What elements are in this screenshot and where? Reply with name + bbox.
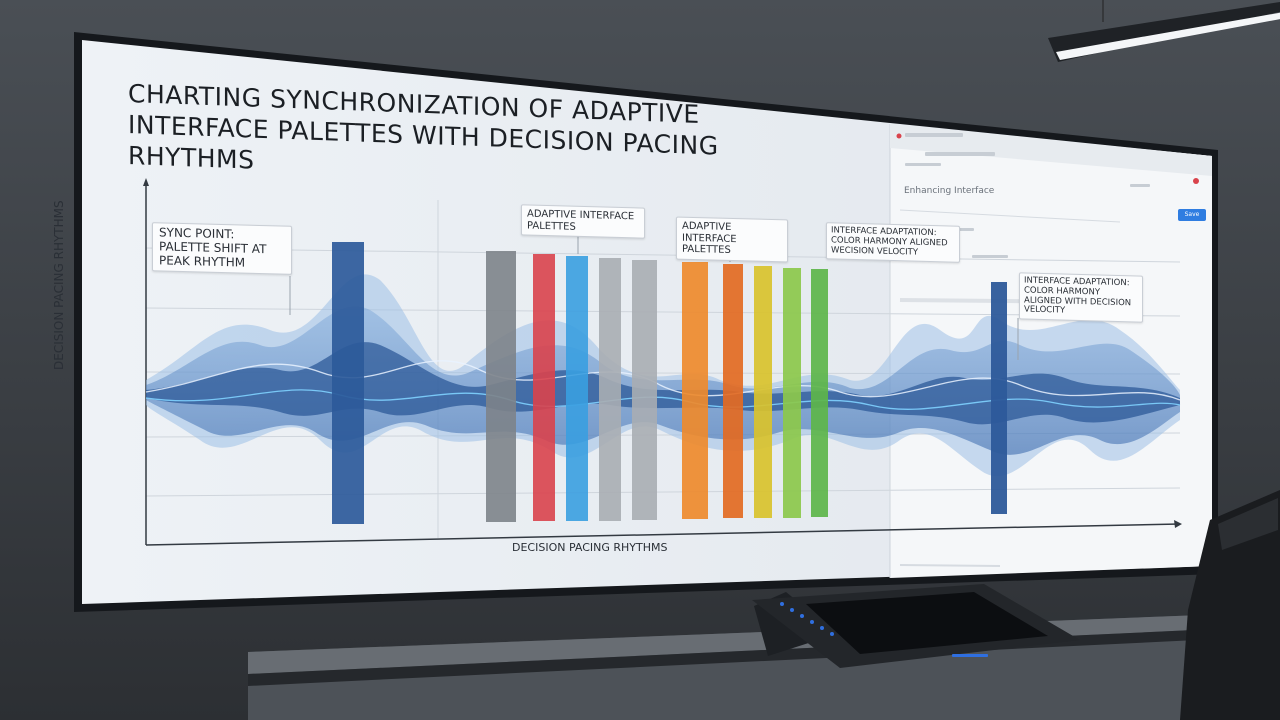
tablet-device <box>752 584 1080 668</box>
palette-bar-amber <box>723 264 743 518</box>
palette-bar-gray <box>486 251 516 522</box>
ceiling-light <box>1048 0 1280 62</box>
browser-profile-icon[interactable] <box>1193 178 1199 184</box>
interface-adaptation-text-2: INTERFACE ADAPTATION: COLOR HARMONY ALIG… <box>1024 275 1132 316</box>
tablet-indicator-lights <box>780 602 988 657</box>
palette-bar-sky <box>566 256 588 521</box>
palette-bar-green <box>811 269 828 517</box>
y-axis-title: DECISION PACING RHYTHMS <box>52 200 66 370</box>
x-axis-title: DECISION PACING RHYTHMS <box>512 541 668 554</box>
interface-adaptation-callout-1: INTERFACE ADAPTATION: COLOR HARMONY ALIG… <box>826 222 960 264</box>
adaptive-palettes-callout-1: ADAPTIVE INTERFACE PALETTES <box>521 204 645 239</box>
adaptive-palettes-text-2: ADAPTIVE INTERFACE PALETTES <box>682 220 737 256</box>
interface-adaptation-text-1: INTERFACE ADAPTATION: COLOR HARMONY ALIG… <box>831 225 948 258</box>
adaptive-palettes-text-1: ADAPTIVE INTERFACE PALETTES <box>527 208 635 233</box>
sync-point-text: SYNC POINT: PALETTE SHIFT AT PEAK RHYTHM <box>159 225 267 270</box>
x-axis <box>145 523 1181 546</box>
palette-bar-navy-2 <box>991 282 1007 514</box>
browser-page-heading: Enhancing Interface <box>904 186 995 196</box>
palette-bar-navy-1 <box>332 242 364 524</box>
palette-bar-yellow <box>754 266 772 518</box>
palette-bar-silver-2 <box>632 260 657 520</box>
palette-bar-silver-1 <box>599 258 621 521</box>
palette-bar-orange <box>682 262 708 519</box>
interface-adaptation-callout-2: INTERFACE ADAPTATION: COLOR HARMONY ALIG… <box>1019 272 1143 323</box>
browser-close-icon[interactable] <box>896 133 902 139</box>
palette-bar-lime <box>783 268 801 518</box>
wave-bands <box>145 274 1181 477</box>
sync-point-callout: SYNC POINT: PALETTE SHIFT AT PEAK RHYTHM <box>152 222 292 276</box>
browser-toolbar <box>890 124 1212 176</box>
palette-bar-red <box>533 254 555 521</box>
adaptive-palettes-callout-2: ADAPTIVE INTERFACE PALETTES <box>676 216 788 262</box>
browser-save-button[interactable]: Save <box>1178 209 1206 221</box>
palette-bars <box>332 242 1007 524</box>
office-chair <box>1180 490 1280 720</box>
